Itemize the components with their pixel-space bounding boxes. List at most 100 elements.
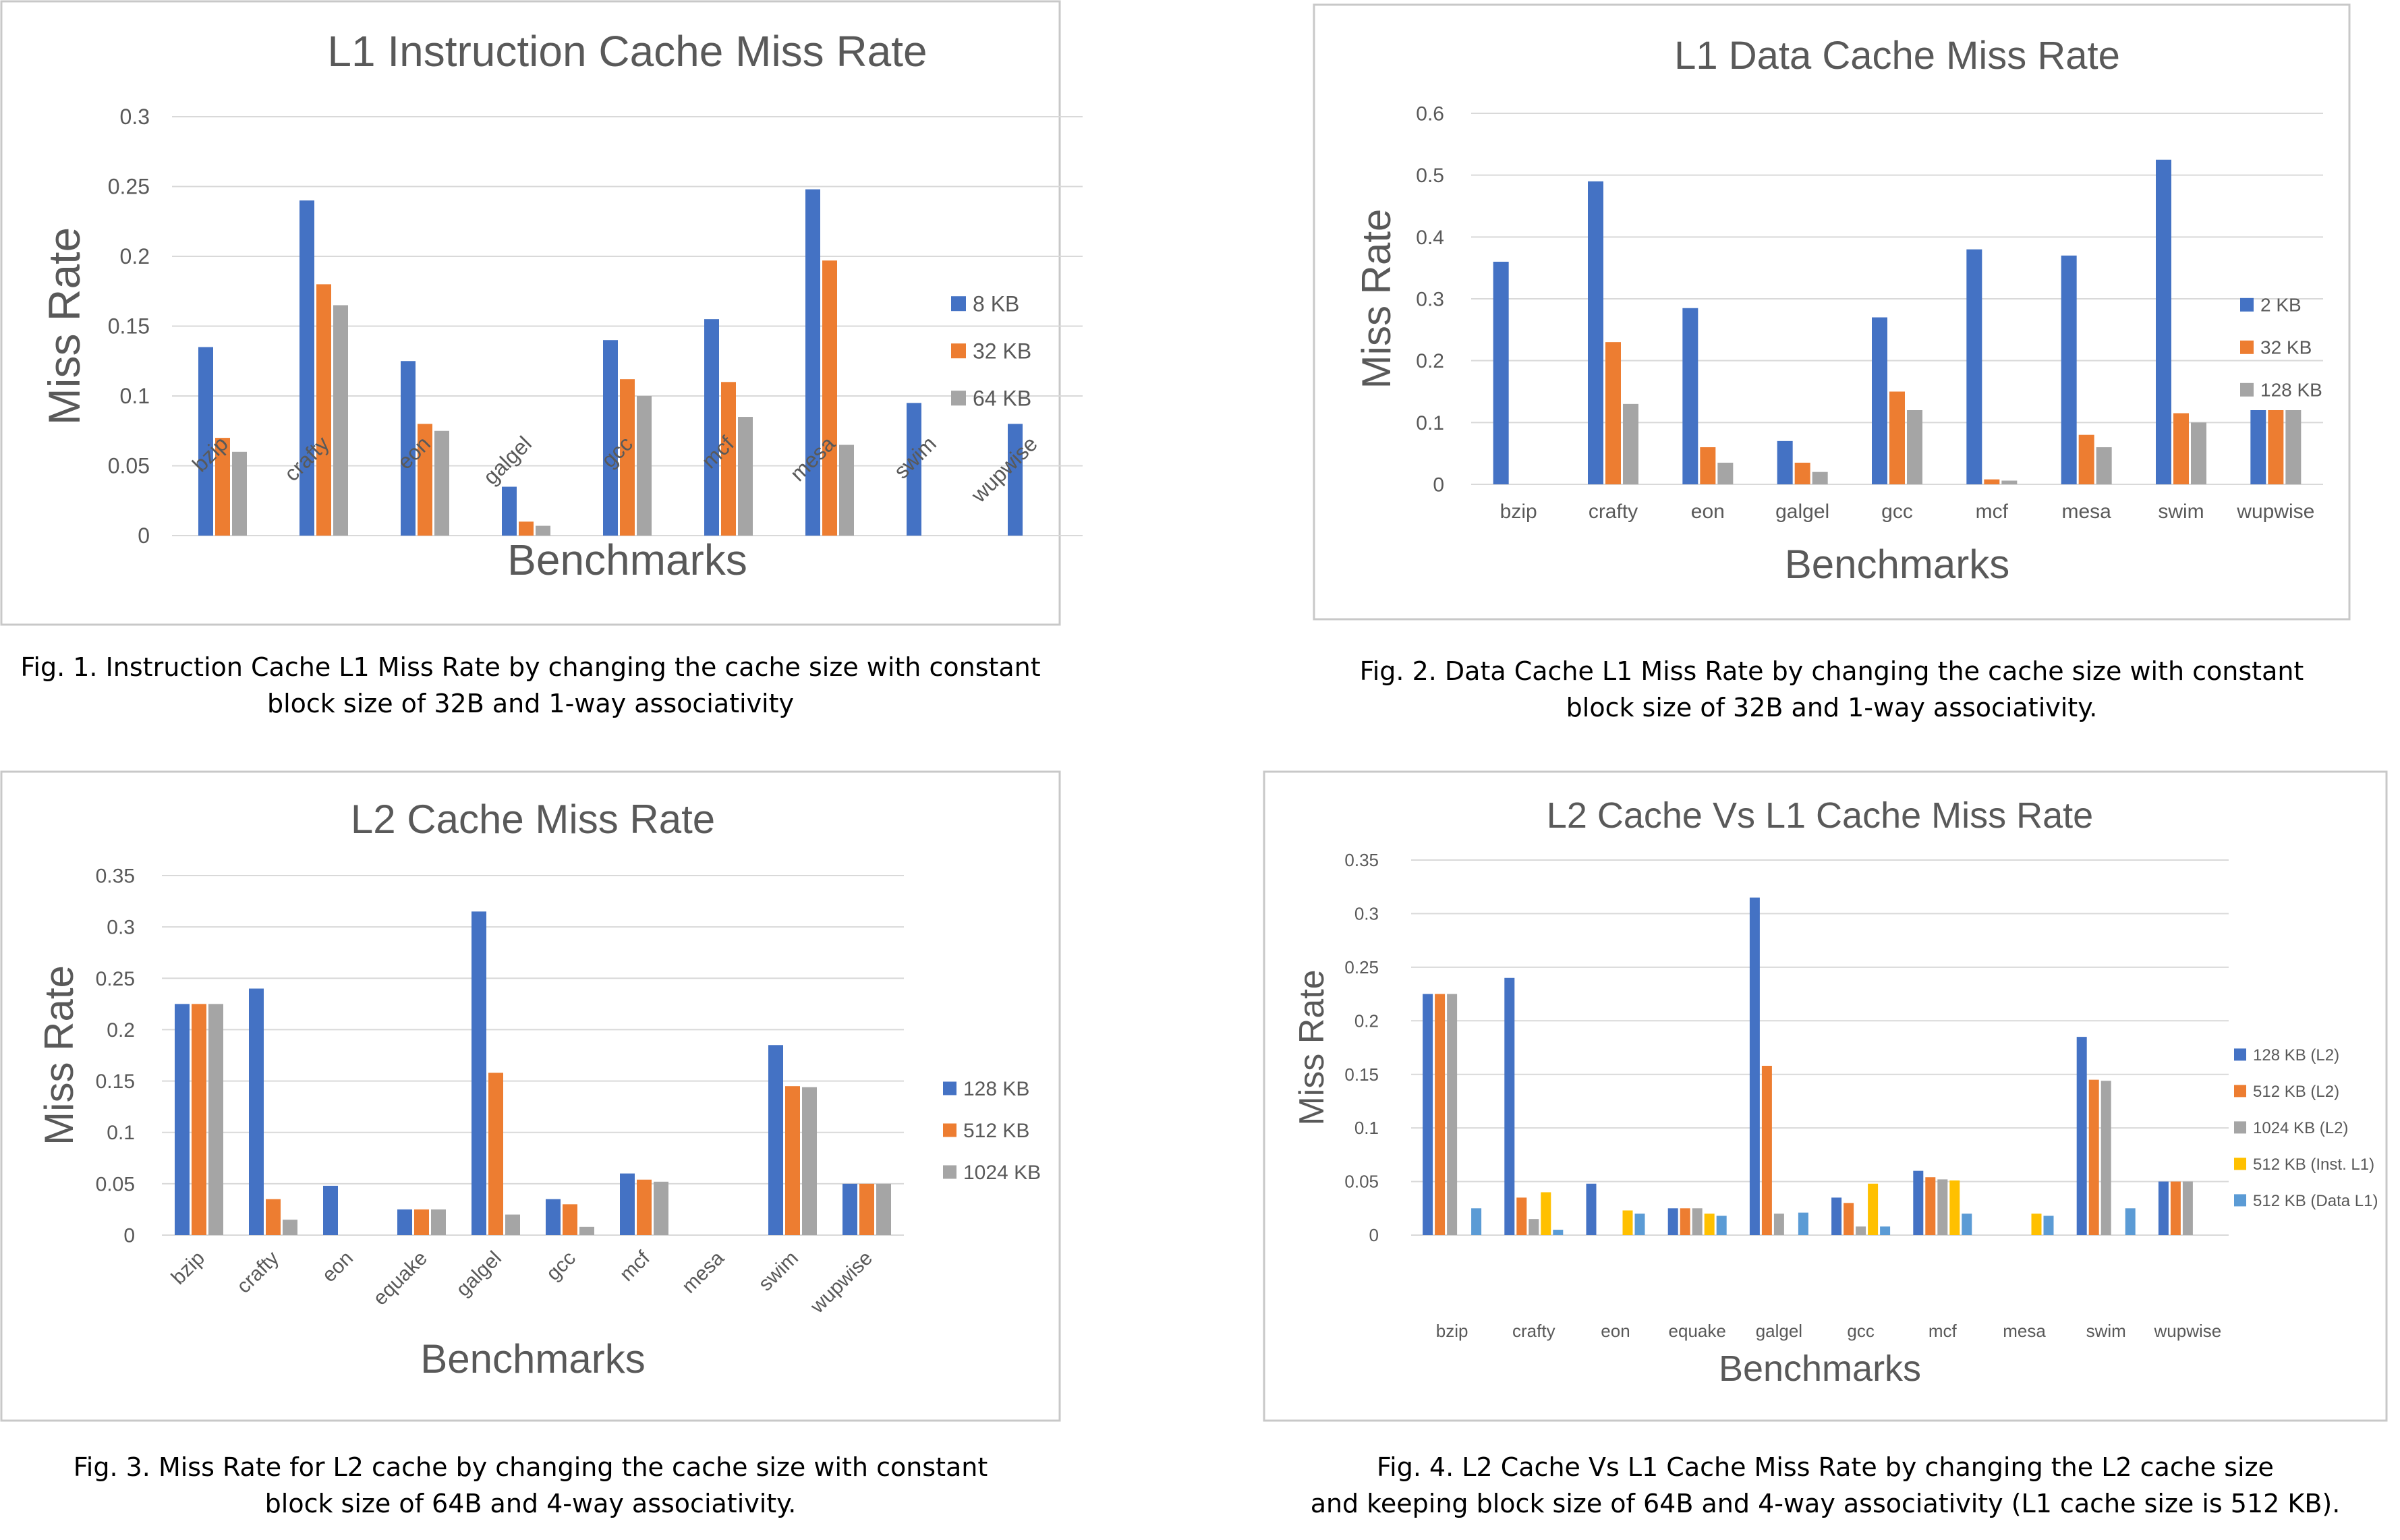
bar: [1844, 1203, 1854, 1235]
bar: [414, 1209, 429, 1235]
bar: [2170, 1181, 2181, 1235]
x-tick-label: mesa: [2061, 501, 2111, 523]
bar: [1516, 1197, 1527, 1235]
legend-swatch: [2234, 1085, 2246, 1097]
bar: [603, 340, 618, 536]
bar: [472, 911, 486, 1235]
bar: [2078, 434, 2094, 484]
bar: [805, 189, 820, 536]
bar: [1984, 479, 2000, 484]
bar: [738, 417, 753, 536]
legend-label: 1024 KB: [963, 1162, 1041, 1184]
bar: [1717, 462, 1734, 484]
bar: [654, 1181, 668, 1235]
bar: [2250, 410, 2266, 484]
y-tick-label: 0.1: [107, 1122, 135, 1144]
bar: [323, 1185, 338, 1235]
x-tick-label: eon: [1601, 1321, 1630, 1341]
y-tick-label: 0.25: [1344, 957, 1379, 977]
y-tick-label: 0: [1369, 1225, 1379, 1245]
caption-line: and keeping block size of 64B and 4-way …: [1310, 1489, 2341, 1518]
chart-title: L1 Instruction Cache Miss Rate: [327, 27, 927, 76]
bar: [2182, 1181, 2193, 1235]
bar: [1907, 410, 1922, 484]
bar: [1682, 308, 1698, 484]
bar: [299, 200, 314, 536]
bar: [1831, 1197, 1842, 1235]
legend-swatch: [2240, 382, 2254, 397]
legend-label: 8 KB: [973, 291, 1019, 316]
bar: [2158, 1181, 2169, 1235]
legend-swatch: [2234, 1194, 2246, 1207]
y-tick-label: 0.1: [1354, 1118, 1379, 1138]
y-tick-label: 0.05: [108, 454, 150, 478]
caption-line: block size of 32B and 1-way associativit…: [266, 689, 795, 718]
bar: [397, 1209, 412, 1235]
legend-swatch: [951, 391, 966, 406]
bar: [1937, 1179, 1948, 1235]
x-tick-label: mcf: [1928, 1321, 1958, 1341]
x-tick-label: mesa: [2003, 1321, 2046, 1341]
legend-swatch: [2234, 1121, 2246, 1134]
legend-swatch: [2240, 340, 2254, 354]
bar: [1925, 1177, 1936, 1235]
y-tick-label: 0.05: [96, 1173, 135, 1195]
bar: [1493, 262, 1509, 484]
y-tick-label: 0: [138, 523, 150, 548]
y-tick-label: 0.25: [96, 968, 135, 990]
bar: [1798, 1212, 1808, 1235]
bar: [505, 1214, 520, 1235]
y-tick-label: 0.25: [108, 175, 150, 199]
figure-caption-2: Fig. 2. Data Cache L1 Miss Rate by chang…: [1313, 653, 2351, 726]
y-tick-label: 0.35: [96, 865, 135, 888]
bar: [1949, 1180, 1960, 1235]
bar: [1504, 977, 1515, 1235]
bar: [1423, 994, 1433, 1235]
bar: [2061, 255, 2077, 484]
legend-swatch: [951, 296, 966, 312]
legend-swatch: [2240, 297, 2254, 312]
bar: [1008, 424, 1023, 536]
y-tick-label: 0.05: [1344, 1172, 1379, 1192]
x-tick-label: equake: [1669, 1321, 1726, 1341]
bar: [249, 988, 264, 1235]
y-tick-label: 0.3: [1354, 904, 1379, 924]
bar: [1588, 181, 1603, 484]
chart-l2-vs-l1-miss-rate: L2 Cache Vs L1 Cache Miss Rate 0 0.05 0.1 0.…: [1263, 770, 2388, 1422]
bar: [1777, 440, 1793, 484]
bar: [1794, 462, 1810, 484]
bar: [198, 347, 213, 536]
bar: [721, 382, 736, 536]
bar: [215, 438, 230, 536]
bar: [1623, 403, 1638, 484]
bar: [1880, 1226, 1891, 1235]
bar: [1471, 1208, 1482, 1235]
bar: [876, 1183, 891, 1235]
y-tick-label: 0.2: [120, 244, 150, 268]
bar: [208, 1004, 223, 1235]
bar: [333, 305, 348, 536]
bar: [2268, 410, 2284, 484]
x-tick-label: bzip: [1436, 1321, 1468, 1341]
y-tick-label: 0: [1433, 474, 1444, 496]
bar: [519, 521, 534, 536]
bar: [283, 1220, 297, 1235]
bar: [839, 445, 854, 536]
legend-swatch: [943, 1123, 956, 1137]
bar: [546, 1199, 561, 1235]
legend-swatch: [943, 1081, 956, 1095]
bar: [401, 361, 416, 536]
bar: [1872, 317, 1887, 484]
bar: [1605, 342, 1621, 484]
x-tick-label: galgel: [1775, 501, 1829, 523]
bar: [2101, 1081, 2111, 1235]
bar: [1962, 1214, 1972, 1235]
x-tick-label: gcc: [1847, 1321, 1874, 1341]
legend-label: 2 KB: [2260, 295, 2302, 316]
chart-l1-data-miss-rate: L1 Data Cache Miss Rate 0 0.1 0.2 0.3 0.4 0.5 0…: [1313, 3, 2351, 621]
y-tick-label: 0.4: [1416, 227, 1444, 249]
x-axis-label: Benchmarks: [1785, 542, 2009, 587]
bar: [620, 1173, 635, 1235]
bar: [1913, 1170, 1924, 1235]
bar: [1692, 1208, 1703, 1235]
